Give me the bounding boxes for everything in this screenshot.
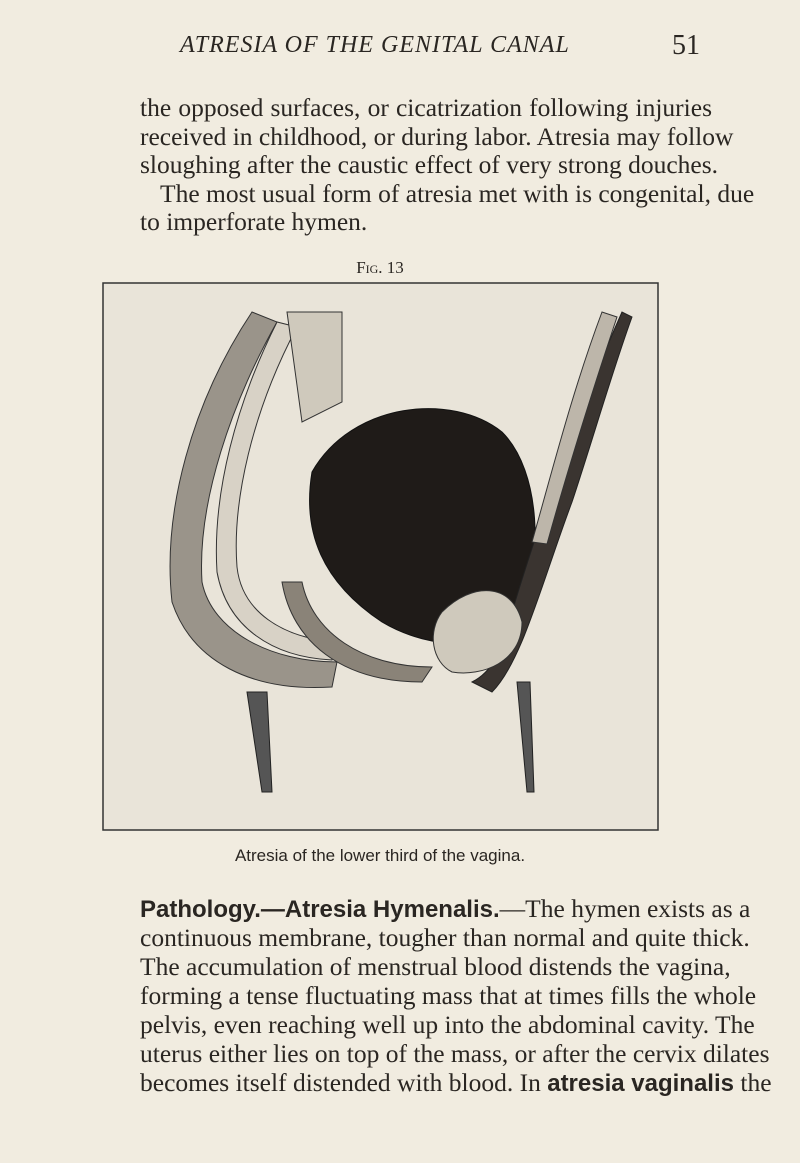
paragraph: Pathology.—Atresia Hymenalis.—The hymen …	[140, 894, 772, 1097]
text-line: pelvis, even reaching well up into the a…	[140, 1010, 755, 1039]
text-line: uterus either lies on top of the mass, o…	[140, 1039, 770, 1068]
text-line: forming a tense fluctuating mass that at…	[140, 981, 757, 1010]
figure-label: Fig. 13	[356, 258, 404, 277]
text-line: Pathology.—Atresia Hymenalis.—The hymen …	[140, 894, 750, 923]
text-line: received in childhood, or during labor. …	[140, 121, 734, 151]
text-line: continuous membrane, tougher than normal…	[140, 923, 750, 952]
text-line: the opposed surfaces, or cicatrization f…	[140, 93, 712, 122]
text-run: becomes itself distended with blood. In	[140, 1068, 548, 1097]
paragraph: the opposed surfaces, or cicatrization f…	[140, 93, 734, 180]
text-run: —The hymen exists as a	[499, 894, 751, 923]
text-line: to imperforate hymen.	[140, 207, 368, 236]
text-line: The most usual form of atresia met with …	[160, 178, 755, 208]
bold-run: atresia vaginalis	[547, 1070, 734, 1097]
figure-illustration	[102, 282, 659, 831]
text-line: The accumulation of menstrual blood dist…	[140, 952, 731, 981]
page-number: 51	[672, 30, 700, 61]
running-header: ATRESIA OF THE GENITAL CANAL	[180, 32, 570, 58]
text-line: becomes itself distended with blood. In …	[140, 1068, 772, 1097]
text-run: the	[734, 1068, 772, 1097]
bold-run: Pathology.—Atresia Hymenalis.	[140, 896, 500, 923]
paragraph: The most usual form of atresia met with …	[140, 178, 755, 237]
text-line: sloughing after the caustic effect of ve…	[140, 150, 719, 179]
figure-caption: Atresia of the lower third of the vagina…	[234, 846, 526, 865]
